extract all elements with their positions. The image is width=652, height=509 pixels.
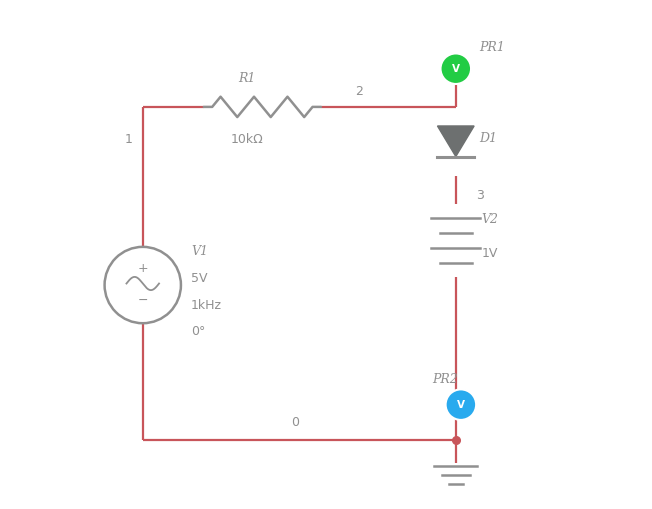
Text: 10kΩ: 10kΩ xyxy=(231,133,263,147)
Text: V: V xyxy=(452,64,460,74)
Text: V2: V2 xyxy=(481,213,498,225)
Text: PR2: PR2 xyxy=(432,373,458,386)
Text: 3: 3 xyxy=(476,189,484,203)
Text: +: + xyxy=(138,262,148,275)
Text: 2: 2 xyxy=(355,85,363,98)
Text: D1: D1 xyxy=(479,132,497,145)
Text: V: V xyxy=(457,400,465,410)
Polygon shape xyxy=(437,126,474,157)
Text: 1kHz: 1kHz xyxy=(191,299,222,312)
Text: 1V: 1V xyxy=(481,247,497,260)
Text: 0°: 0° xyxy=(191,325,205,338)
Text: 1: 1 xyxy=(125,133,132,147)
Text: R1: R1 xyxy=(239,72,256,86)
Text: PR1: PR1 xyxy=(479,41,505,54)
Text: 5V: 5V xyxy=(191,272,207,285)
Text: V1: V1 xyxy=(191,245,208,259)
Circle shape xyxy=(445,389,476,420)
Text: −: − xyxy=(138,294,148,307)
Text: 0: 0 xyxy=(291,416,299,429)
Circle shape xyxy=(441,53,471,84)
